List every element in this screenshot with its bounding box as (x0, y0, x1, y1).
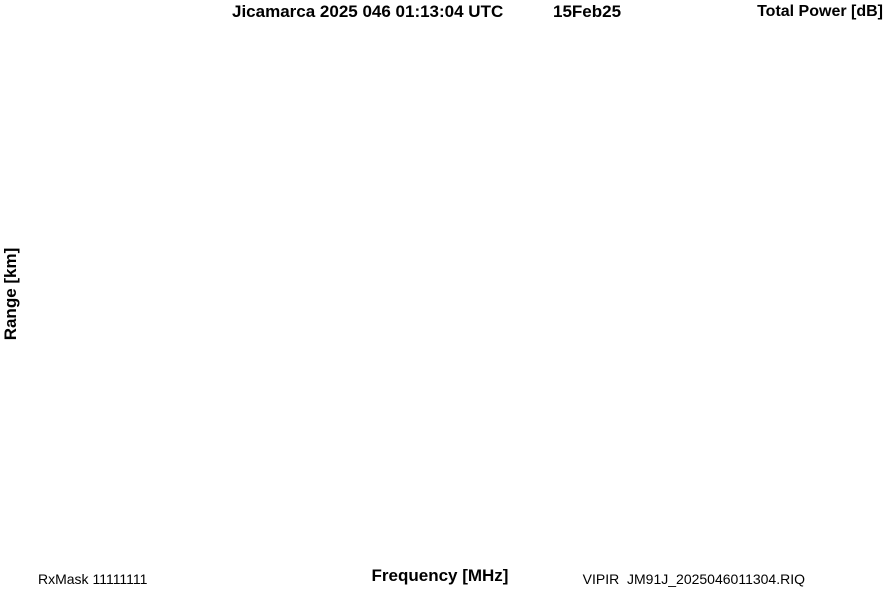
file-id-label: VIPIR JM91J_2025046011304.RIQ (582, 571, 805, 587)
y-axis-title: Range [km] (1, 247, 20, 341)
plot-title: Jicamarca 2025 046 01:13:04 UTC (232, 2, 504, 21)
ionogram-heatmap (69, 37, 798, 543)
colorbar-title: Total Power [dB] (757, 3, 883, 20)
x-axis-title: Frequency [MHz] (371, 566, 509, 585)
colorbar (813, 37, 859, 535)
rx-mask-label: RxMask 11111111 (38, 571, 148, 587)
plot-date: 15Feb25 (553, 2, 622, 21)
